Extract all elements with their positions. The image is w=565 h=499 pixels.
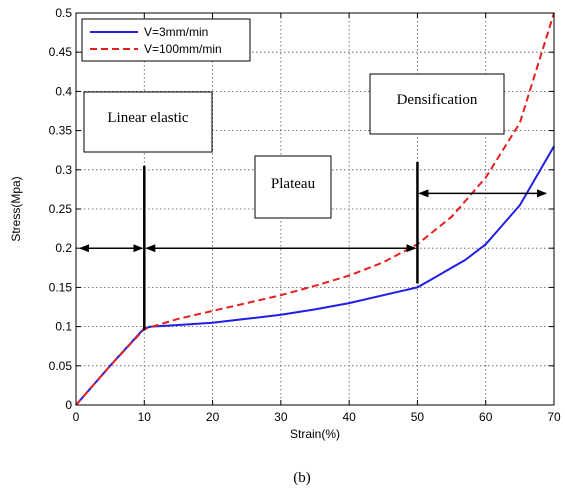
- annotations: [79, 161, 547, 331]
- densification-label: Densification: [397, 92, 478, 108]
- y-tick-label: 0.05: [49, 359, 73, 373]
- x-tick-label: 0: [73, 410, 80, 424]
- legend-label-v100: V=100mm/min: [144, 42, 222, 56]
- y-tick-label: 0.1: [55, 320, 72, 334]
- x-tick-label: 20: [206, 410, 220, 424]
- x-tick-label: 60: [479, 410, 493, 424]
- plateau-box: Plateau: [254, 155, 332, 219]
- x-tick-label: 40: [342, 410, 356, 424]
- y-tick-label: 0.2: [55, 241, 72, 255]
- y-tick-label: 0.15: [49, 280, 73, 294]
- plateau-frame: [254, 155, 332, 219]
- densification-frame: [369, 73, 505, 135]
- x-tick-label: 30: [274, 410, 288, 424]
- legend-box: [81, 18, 251, 62]
- linear-elastic-frame: [83, 91, 213, 153]
- x-tick-label: 10: [138, 410, 152, 424]
- linear-elastic-box: Linear elastic: [83, 91, 213, 153]
- x-axis-title: Strain(%): [290, 427, 340, 441]
- y-tick-label: 0.3: [55, 163, 72, 177]
- x-tick-label: 70: [547, 410, 561, 424]
- plateau-label: Plateau: [271, 176, 316, 192]
- y-tick-label: 0.45: [49, 45, 73, 59]
- y-axis-title: Stress(Mpa): [9, 176, 23, 241]
- legend-label-v3: V=3mm/min: [144, 25, 208, 39]
- axis-ticks: 0 10 20 30 40 50 60 70 0 0.05 0.1 0.15 0.2 0.25 0.3 0.3…: [49, 6, 561, 424]
- y-tick-label: 0.4: [55, 84, 72, 98]
- legend: V=3mm/min V=100mm/min: [81, 18, 251, 62]
- linear-elastic-label: Linear elastic: [107, 110, 189, 126]
- densification-box: Densification: [369, 73, 505, 135]
- y-tick-label: 0.35: [49, 124, 73, 138]
- figure-caption: (b): [293, 470, 311, 486]
- y-tick-label: 0: [65, 398, 72, 412]
- y-tick-label: 0.25: [49, 202, 73, 216]
- x-tick-label: 50: [411, 410, 425, 424]
- y-tick-label: 0.5: [55, 6, 72, 20]
